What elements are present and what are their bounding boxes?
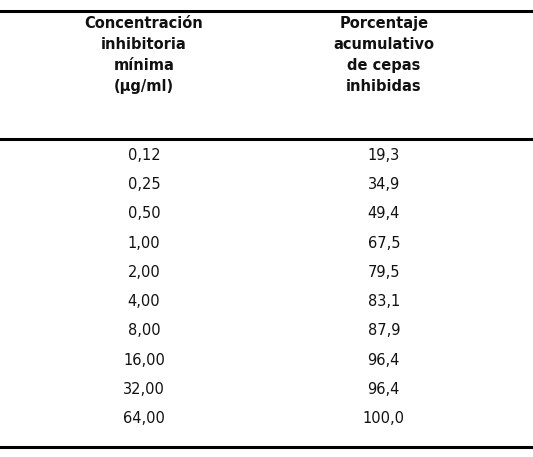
Text: 0,12: 0,12 <box>127 148 160 163</box>
Text: 0,25: 0,25 <box>127 177 160 192</box>
Text: 2,00: 2,00 <box>127 265 160 280</box>
Text: Concentración
inhibitoria
mínima
(μg/ml): Concentración inhibitoria mínima (μg/ml) <box>85 16 203 94</box>
Text: 19,3: 19,3 <box>368 148 400 163</box>
Text: 32,00: 32,00 <box>123 382 165 397</box>
Text: 100,0: 100,0 <box>363 411 405 426</box>
Text: 87,9: 87,9 <box>368 324 400 338</box>
Text: 0,50: 0,50 <box>127 207 160 221</box>
Text: 67,5: 67,5 <box>368 236 400 250</box>
Text: 64,00: 64,00 <box>123 411 165 426</box>
Text: 4,00: 4,00 <box>127 294 160 309</box>
Text: 8,00: 8,00 <box>127 324 160 338</box>
Text: 83,1: 83,1 <box>368 294 400 309</box>
Text: 79,5: 79,5 <box>368 265 400 280</box>
Text: 96,4: 96,4 <box>368 353 400 367</box>
Text: 1,00: 1,00 <box>127 236 160 250</box>
Text: 34,9: 34,9 <box>368 177 400 192</box>
Text: 96,4: 96,4 <box>368 382 400 397</box>
Text: 49,4: 49,4 <box>368 207 400 221</box>
Text: Porcentaje
acumulativo
de cepas
inhibidas: Porcentaje acumulativo de cepas inhibida… <box>333 16 434 94</box>
Text: 16,00: 16,00 <box>123 353 165 367</box>
